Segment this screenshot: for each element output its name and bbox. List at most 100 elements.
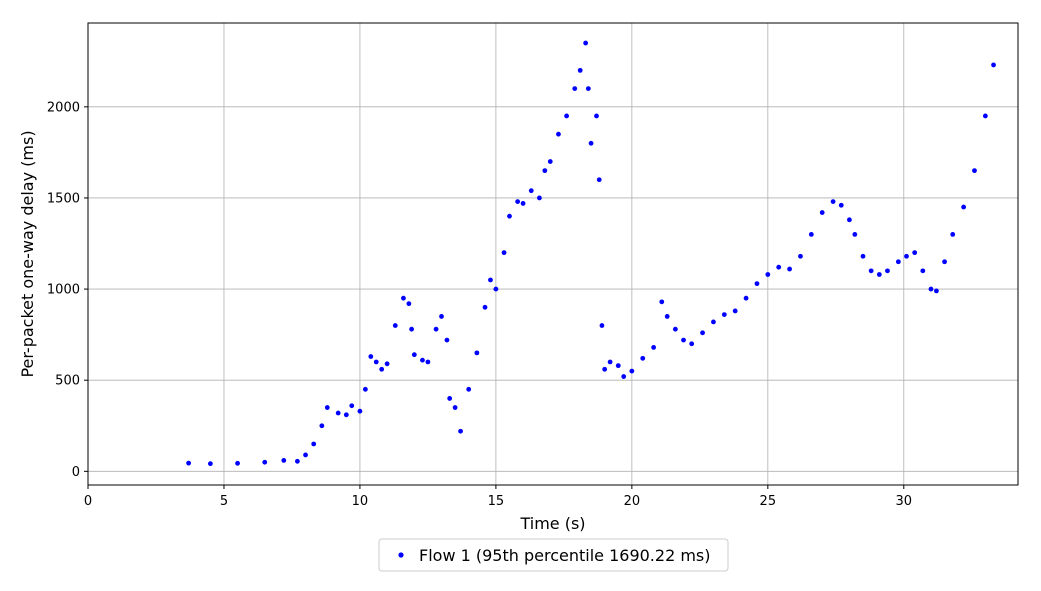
x-tick-label: 5 bbox=[220, 494, 228, 509]
data-point bbox=[689, 341, 695, 347]
data-point bbox=[808, 232, 814, 237]
data-point bbox=[928, 286, 934, 292]
x-tick-label: 20 bbox=[624, 494, 641, 509]
data-point bbox=[904, 253, 909, 259]
data-point bbox=[583, 40, 589, 46]
data-point bbox=[681, 337, 686, 343]
data-point bbox=[537, 195, 542, 201]
data-point bbox=[262, 459, 268, 465]
data-point bbox=[651, 345, 657, 350]
data-point bbox=[547, 159, 553, 164]
y-tick-label: 1000 bbox=[47, 283, 80, 298]
x-tick-label: 30 bbox=[896, 494, 913, 509]
data-point bbox=[482, 304, 488, 310]
data-point bbox=[384, 361, 390, 367]
data-point bbox=[950, 232, 956, 237]
data-point bbox=[447, 396, 453, 401]
x-tick-label: 15 bbox=[488, 494, 505, 509]
data-point bbox=[599, 323, 605, 328]
data-point bbox=[335, 410, 341, 416]
legend-marker bbox=[398, 552, 404, 558]
data-point bbox=[303, 452, 308, 458]
data-point bbox=[847, 217, 852, 223]
data-point bbox=[319, 423, 325, 429]
data-point bbox=[409, 326, 414, 332]
data-point bbox=[507, 213, 512, 219]
data-point bbox=[852, 232, 858, 237]
data-point bbox=[934, 288, 939, 294]
data-point bbox=[961, 204, 967, 210]
data-point bbox=[572, 86, 578, 92]
data-point bbox=[349, 403, 355, 409]
data-point bbox=[798, 253, 803, 259]
data-point bbox=[577, 67, 583, 73]
data-point bbox=[343, 412, 349, 418]
data-point bbox=[838, 202, 844, 208]
x-tick-label: 10 bbox=[352, 494, 369, 509]
data-point bbox=[700, 330, 705, 336]
data-point bbox=[444, 337, 450, 343]
data-point bbox=[787, 266, 792, 272]
data-point bbox=[776, 264, 782, 270]
data-point bbox=[520, 201, 526, 206]
data-point bbox=[466, 386, 472, 392]
data-point bbox=[420, 357, 425, 363]
data-points bbox=[186, 40, 996, 467]
data-point bbox=[876, 272, 882, 277]
data-point bbox=[425, 359, 431, 365]
data-point bbox=[515, 199, 521, 205]
data-point bbox=[711, 319, 716, 325]
data-point bbox=[186, 460, 192, 466]
data-point bbox=[607, 359, 613, 365]
y-tick-label: 2000 bbox=[47, 100, 80, 115]
data-point bbox=[743, 295, 749, 301]
data-point bbox=[433, 326, 439, 332]
data-point bbox=[765, 272, 771, 277]
legend: Flow 1 (95th percentile 1690.22 ms) bbox=[378, 538, 729, 572]
data-point bbox=[602, 366, 608, 372]
data-point bbox=[721, 312, 727, 317]
x-axis-label: Time (s) bbox=[519, 514, 585, 533]
data-point bbox=[458, 428, 463, 434]
data-point bbox=[556, 131, 561, 137]
data-point bbox=[439, 314, 444, 319]
legend-box bbox=[378, 538, 729, 572]
y-axis-ticks: 0 500 1000 1500 2000 bbox=[47, 100, 88, 480]
data-point bbox=[672, 326, 678, 332]
data-point bbox=[920, 268, 926, 274]
data-point bbox=[452, 405, 458, 410]
data-point bbox=[362, 386, 368, 392]
data-point bbox=[406, 301, 412, 307]
data-point bbox=[982, 113, 988, 119]
plot-frame bbox=[87, 22, 1019, 486]
data-point bbox=[411, 352, 417, 358]
x-tick-label: 0 bbox=[84, 494, 92, 509]
data-point bbox=[594, 113, 599, 119]
data-point bbox=[972, 168, 977, 174]
data-point bbox=[830, 199, 836, 205]
x-tick-label: 25 bbox=[760, 494, 777, 509]
y-tick-label: 0 bbox=[72, 465, 80, 480]
y-tick-label: 500 bbox=[55, 374, 80, 389]
data-point bbox=[942, 259, 947, 265]
data-point bbox=[493, 286, 499, 292]
data-point bbox=[585, 86, 591, 92]
x-axis-ticks: 0 5 10 15 20 25 30 bbox=[84, 485, 912, 509]
data-point bbox=[501, 250, 507, 256]
data-point bbox=[324, 405, 330, 410]
data-point bbox=[895, 259, 901, 265]
data-point bbox=[640, 355, 646, 361]
data-point bbox=[474, 350, 480, 356]
data-point bbox=[659, 299, 665, 305]
data-point bbox=[615, 363, 621, 369]
data-point bbox=[281, 458, 287, 463]
data-point bbox=[564, 113, 569, 119]
data-point bbox=[207, 461, 213, 467]
data-point bbox=[912, 250, 918, 256]
legend-label: Flow 1 (95th percentile 1690.22 ms) bbox=[419, 546, 711, 565]
data-point bbox=[991, 62, 996, 68]
data-point bbox=[664, 314, 670, 319]
data-point bbox=[542, 168, 548, 174]
